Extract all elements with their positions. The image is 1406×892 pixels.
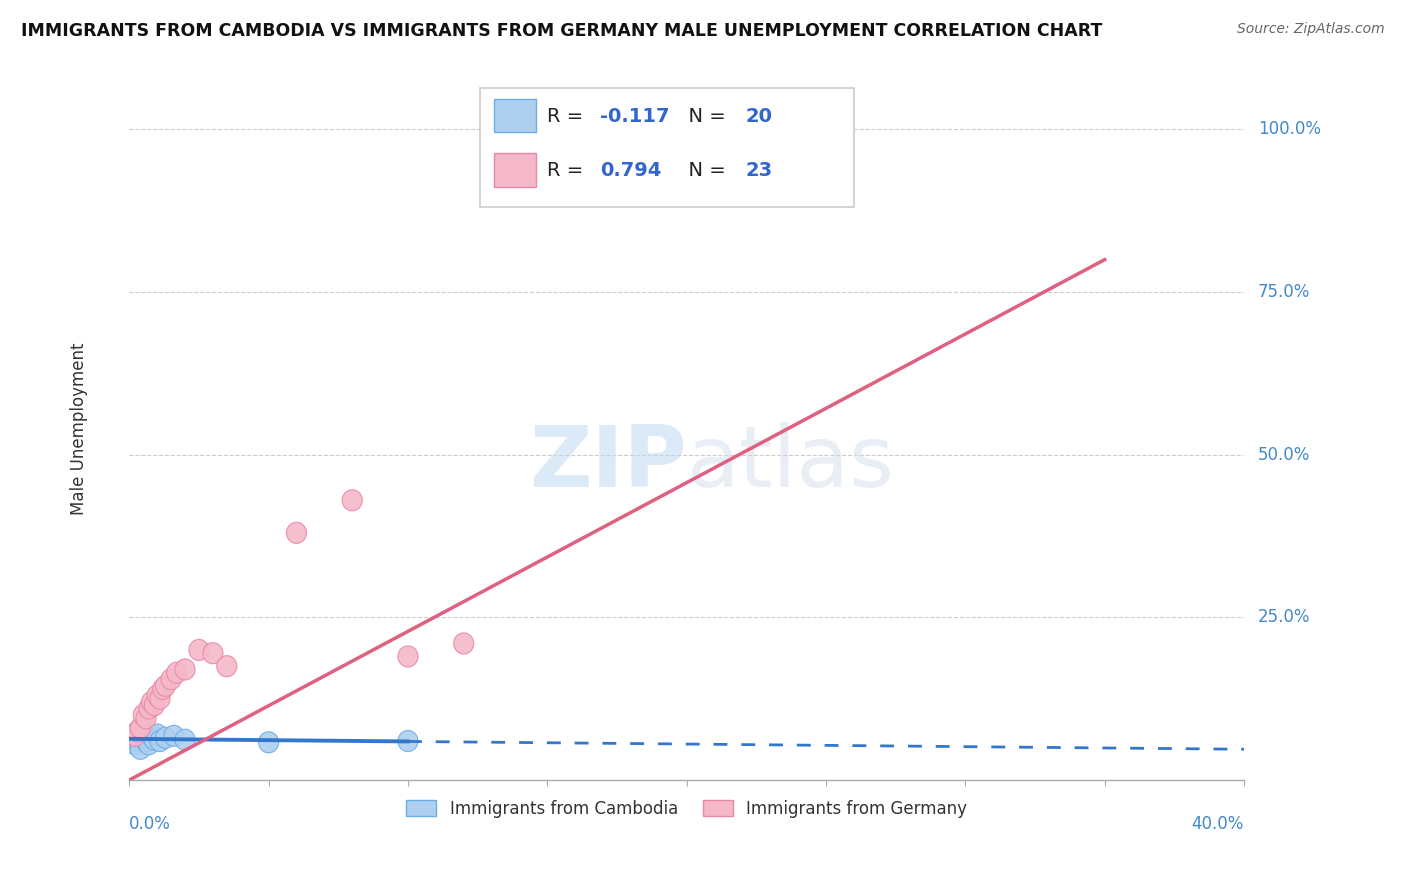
Ellipse shape bbox=[150, 731, 170, 752]
Ellipse shape bbox=[134, 721, 153, 742]
Text: 0.0%: 0.0% bbox=[129, 815, 172, 833]
Text: Male Unemployment: Male Unemployment bbox=[70, 343, 89, 515]
Ellipse shape bbox=[131, 739, 150, 759]
Ellipse shape bbox=[167, 662, 187, 683]
FancyBboxPatch shape bbox=[494, 98, 536, 132]
Ellipse shape bbox=[287, 523, 307, 543]
Ellipse shape bbox=[156, 727, 176, 748]
Text: Source: ZipAtlas.com: Source: ZipAtlas.com bbox=[1237, 22, 1385, 37]
Ellipse shape bbox=[134, 705, 153, 725]
Text: 0.794: 0.794 bbox=[600, 161, 661, 180]
Ellipse shape bbox=[145, 695, 165, 715]
Ellipse shape bbox=[217, 656, 236, 677]
Ellipse shape bbox=[454, 633, 474, 654]
Ellipse shape bbox=[342, 490, 363, 511]
Ellipse shape bbox=[131, 729, 150, 750]
Ellipse shape bbox=[150, 689, 170, 709]
Ellipse shape bbox=[148, 724, 167, 745]
Ellipse shape bbox=[202, 642, 224, 664]
Ellipse shape bbox=[128, 721, 148, 742]
Ellipse shape bbox=[789, 112, 808, 134]
Text: R =: R = bbox=[547, 106, 591, 126]
Ellipse shape bbox=[136, 731, 156, 752]
Text: 23: 23 bbox=[745, 161, 773, 180]
Ellipse shape bbox=[142, 725, 162, 747]
Text: 20: 20 bbox=[745, 106, 773, 126]
Ellipse shape bbox=[145, 729, 165, 750]
Ellipse shape bbox=[136, 707, 156, 729]
Legend: Immigrants from Cambodia, Immigrants from Germany: Immigrants from Cambodia, Immigrants fro… bbox=[399, 793, 974, 824]
Ellipse shape bbox=[188, 640, 209, 660]
Ellipse shape bbox=[153, 679, 173, 699]
Text: R =: R = bbox=[547, 161, 591, 180]
Text: -0.117: -0.117 bbox=[600, 106, 669, 126]
Text: 50.0%: 50.0% bbox=[1258, 446, 1310, 464]
Ellipse shape bbox=[162, 669, 181, 690]
FancyBboxPatch shape bbox=[481, 88, 853, 208]
Ellipse shape bbox=[142, 691, 162, 713]
Ellipse shape bbox=[122, 727, 142, 748]
Text: N =: N = bbox=[675, 161, 731, 180]
Text: 40.0%: 40.0% bbox=[1192, 815, 1244, 833]
Ellipse shape bbox=[125, 725, 145, 747]
Ellipse shape bbox=[139, 698, 159, 719]
Text: atlas: atlas bbox=[686, 423, 894, 506]
Ellipse shape bbox=[398, 731, 418, 752]
Ellipse shape bbox=[125, 725, 145, 747]
Ellipse shape bbox=[134, 727, 153, 748]
Text: ZIP: ZIP bbox=[529, 423, 686, 506]
Ellipse shape bbox=[128, 731, 148, 752]
Ellipse shape bbox=[131, 717, 150, 739]
Ellipse shape bbox=[174, 729, 195, 750]
Ellipse shape bbox=[398, 646, 418, 667]
Text: N =: N = bbox=[675, 106, 731, 126]
Ellipse shape bbox=[128, 724, 148, 745]
Text: IMMIGRANTS FROM CAMBODIA VS IMMIGRANTS FROM GERMANY MALE UNEMPLOYMENT CORRELATIO: IMMIGRANTS FROM CAMBODIA VS IMMIGRANTS F… bbox=[21, 22, 1102, 40]
Ellipse shape bbox=[165, 725, 184, 747]
Ellipse shape bbox=[174, 659, 195, 680]
Ellipse shape bbox=[148, 685, 167, 706]
Ellipse shape bbox=[156, 675, 176, 697]
Ellipse shape bbox=[259, 731, 278, 753]
Ellipse shape bbox=[139, 734, 159, 755]
Text: 25.0%: 25.0% bbox=[1258, 608, 1310, 626]
Text: 100.0%: 100.0% bbox=[1258, 120, 1322, 138]
Ellipse shape bbox=[125, 734, 145, 755]
FancyBboxPatch shape bbox=[494, 153, 536, 187]
Text: 75.0%: 75.0% bbox=[1258, 283, 1310, 301]
